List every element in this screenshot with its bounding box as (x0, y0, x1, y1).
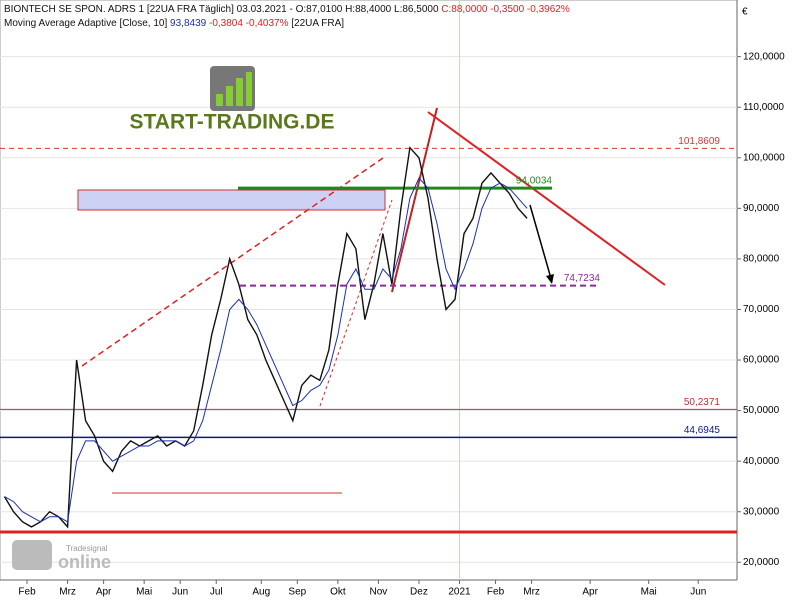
y-tick-label: 50,0000 (743, 405, 780, 416)
logo: START-TRADING.DE (130, 66, 335, 134)
watermark-text: online (58, 552, 111, 572)
y-tick-label: 90,0000 (743, 203, 780, 214)
x-tick-label: Mai (641, 587, 657, 598)
price-line (4, 177, 528, 523)
y-tick-label: 30,0000 (743, 506, 780, 517)
x-tick-label: Aug (252, 587, 270, 598)
y-tick-label: 110,0000 (743, 102, 784, 113)
trend-line (81, 157, 384, 367)
header: BIONTECH SE SPON. ADRS 1 [22UA FRA Tägli… (4, 4, 570, 15)
x-tick-label: Mai (136, 587, 152, 598)
x-tick-label: Jun (172, 587, 188, 598)
trend-line (319, 199, 393, 407)
x-tick-label: Jun (690, 587, 706, 598)
y-tick-label: 20,0000 (743, 557, 780, 568)
level-label: 50,2371 (684, 397, 721, 408)
x-tick-label: Nov (370, 587, 388, 598)
subheader: Moving Average Adaptive [Close, 10] 93,8… (4, 18, 344, 29)
header-part: C:88,0000 -0,3500 -0,3962% (441, 4, 570, 15)
watermark-text: Tradesignal (66, 544, 108, 553)
subheader-part: -0,3804 -0,4037% (209, 18, 289, 29)
subheader-part: 93,8439 (170, 18, 207, 29)
watermark: Tradesignal online (12, 540, 111, 572)
trend-line (427, 111, 666, 286)
y-tick-label: 120,0000 (743, 51, 785, 62)
y-tick-label: 80,0000 (743, 254, 780, 265)
x-tick-label: Jul (210, 587, 223, 598)
x-tick-label: Apr (582, 587, 598, 598)
price-line (3, 146, 528, 529)
x-tick-label: Apr (96, 587, 112, 598)
x-tick-label: 2021 (448, 587, 471, 598)
x-tick-label: Sep (288, 587, 306, 598)
resistance-zone (77, 189, 386, 211)
logo-text: START-TRADING.DE (130, 111, 335, 134)
trend-line (391, 107, 438, 293)
level-label: 94,0034 (516, 176, 553, 187)
x-tick-label: Mrz (523, 587, 540, 598)
x-tick-label: Feb (18, 587, 36, 598)
subheader-part: [22UA FRA] (291, 18, 344, 29)
subheader-part: Moving Average Adaptive [Close, 10] (4, 18, 167, 29)
x-tick-label: Dez (410, 587, 428, 598)
header-part: BIONTECH SE SPON. ADRS 1 [22UA FRA Tägli… (4, 4, 439, 15)
y-tick-label: 60,0000 (743, 355, 780, 366)
x-tick-label: Okt (330, 587, 346, 598)
level-label: 74,7234 (564, 273, 601, 284)
x-tick-label: Mrz (59, 587, 76, 598)
y-tick-label: 70,0000 (743, 304, 780, 315)
y-tick-label: 100,0000 (743, 152, 785, 163)
arrow (529, 204, 553, 283)
y-axis-area (737, 0, 800, 600)
x-tick-label: Feb (487, 587, 505, 598)
arrow-head (546, 274, 554, 284)
currency: € (742, 7, 748, 18)
level-label: 101,8609 (678, 136, 720, 147)
level-label: 44,6945 (684, 425, 721, 436)
y-tick-label: 40,0000 (743, 456, 780, 467)
plot-area (0, 0, 738, 581)
